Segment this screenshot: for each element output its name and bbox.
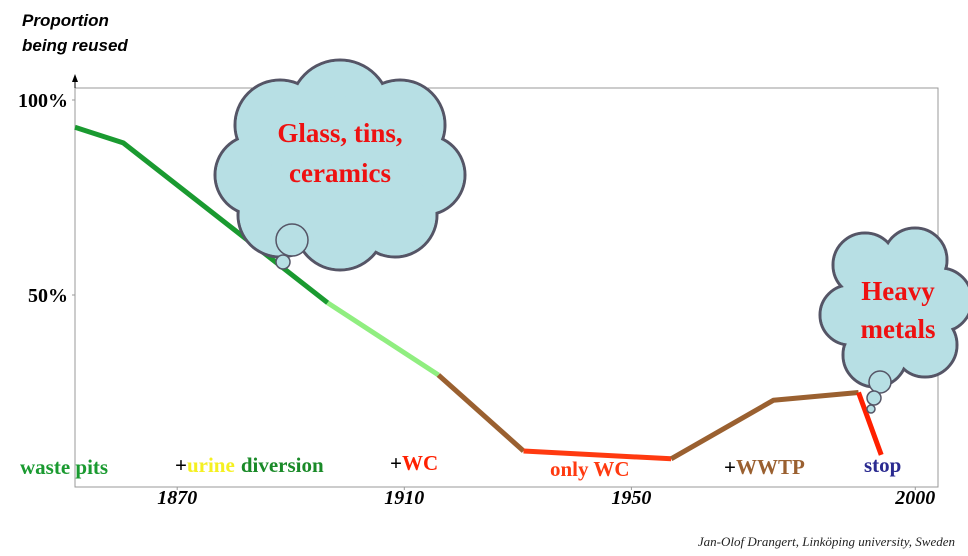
y-axis-title: being reused	[22, 36, 128, 55]
phase-part: diversion	[241, 453, 324, 477]
phase-label: stop	[864, 453, 901, 477]
phase-part: +	[724, 455, 736, 479]
line-segment	[436, 373, 526, 453]
cloud-text: Heavy	[861, 276, 935, 306]
cloud-bubble	[275, 223, 309, 257]
cloud-body	[851, 266, 939, 354]
line-segment	[669, 390, 859, 461]
cloud-body	[271, 96, 409, 234]
cloud-text: metals	[861, 314, 936, 344]
lines	[74, 124, 884, 462]
phase-label: +urine diversion	[175, 453, 324, 477]
x-tick-label: 1950	[611, 487, 651, 509]
phase-label: +WWTP	[724, 455, 805, 479]
cloud-bubble	[866, 404, 876, 414]
line-segment	[326, 300, 440, 378]
cloud: Heavy metals	[818, 226, 968, 414]
cloud-text: ceramics	[289, 158, 391, 188]
clouds: Glass, tins, ceramics Heavy metals	[213, 58, 968, 414]
cloud-bubble	[868, 370, 892, 394]
y-tick-label: 50%	[28, 285, 68, 307]
y-axis-arrow	[72, 74, 78, 82]
plot-frame	[74, 87, 939, 488]
cloud-bubble	[275, 254, 291, 270]
y-axis-title: Proportion	[22, 11, 109, 30]
phase-part: +	[390, 451, 402, 475]
phase-part: +	[175, 453, 187, 477]
line-segment	[523, 448, 672, 462]
x-tick-label: 2000	[894, 487, 935, 509]
phase-part: urine	[187, 453, 235, 477]
phase-part: WC	[402, 451, 438, 475]
y-tick-label: 100%	[18, 90, 68, 112]
line-segment	[856, 391, 884, 456]
phase-label: +WC	[390, 451, 438, 475]
credit: Jan-Olof Drangert, Linköping university,…	[698, 534, 955, 549]
x-tick-label: 1870	[157, 487, 197, 509]
cloud-text: Glass, tins,	[277, 118, 402, 148]
cloud: Glass, tins, ceramics	[213, 58, 467, 272]
phase-part: WWTP	[736, 455, 805, 479]
phase-label: only WC	[550, 457, 630, 481]
x-tick-label: 1910	[384, 487, 424, 509]
phase-label: waste pits	[20, 455, 108, 479]
cloud-bubble	[866, 390, 882, 406]
